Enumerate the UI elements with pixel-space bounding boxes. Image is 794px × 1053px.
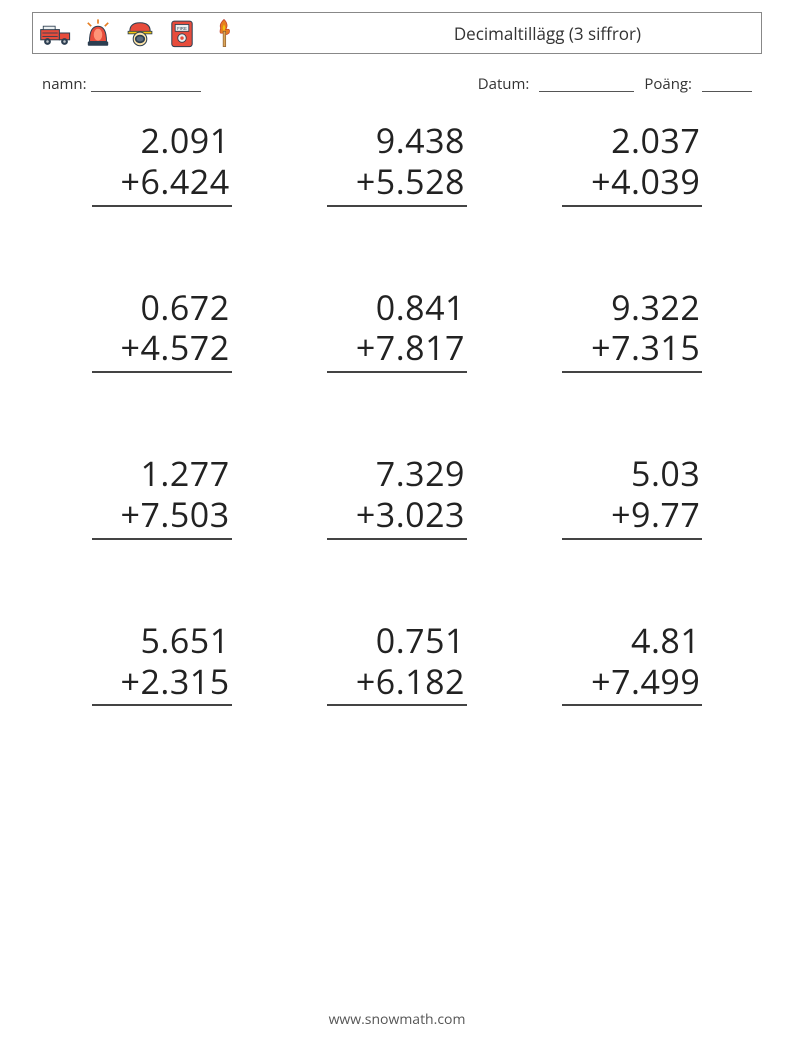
answer-blank[interactable] [327,540,467,562]
operand-bottom: +6.182 [327,661,467,707]
operand-top: 1.277 [92,453,232,494]
score-blank[interactable] [702,76,752,92]
addition-problem: 5.651+2.315 [92,620,232,729]
operand-bottom: +4.572 [92,327,232,373]
worksheet-title: Decimaltillägg (3 siffror) [454,22,641,45]
answer-blank[interactable] [92,373,232,395]
operand-bottom: +5.528 [327,161,467,207]
addition-problem: 7.329+3.023 [327,453,467,562]
answer-blank[interactable] [562,706,702,728]
addition-problem: 9.438+5.528 [327,120,467,229]
answer-blank[interactable] [92,706,232,728]
addition-problem: 0.751+6.182 [327,620,467,729]
siren-icon [81,16,115,50]
addition-problem: 2.091+6.424 [92,120,232,229]
addition-problem: 2.037+4.039 [562,120,702,229]
fire-alarm-icon: FIRE [165,16,199,50]
answer-blank[interactable] [327,207,467,229]
operand-top: 7.329 [327,453,467,494]
answer-blank[interactable] [327,373,467,395]
date-blank[interactable] [539,76,634,92]
answer-blank[interactable] [92,207,232,229]
name-blank[interactable] [91,76,201,92]
answer-blank[interactable] [562,373,702,395]
operand-top: 5.03 [562,453,702,494]
score-label: Poäng: [644,74,692,94]
addition-problem: 5.03+9.77 [562,453,702,562]
addition-problem: 9.322+7.315 [562,287,702,396]
operand-bottom: +3.023 [327,494,467,540]
operand-top: 9.322 [562,287,702,328]
answer-blank[interactable] [327,706,467,728]
header-icons: FIRE [39,16,241,50]
answer-blank[interactable] [92,540,232,562]
operand-top: 2.037 [562,120,702,161]
info-row: namn: Datum: Poäng: [42,74,752,94]
operand-bottom: +9.77 [562,494,702,540]
operand-bottom: +7.503 [92,494,232,540]
operand-top: 5.651 [92,620,232,661]
match-icon [207,16,241,50]
operand-bottom: +7.315 [562,327,702,373]
addition-problem: 1.277+7.503 [92,453,232,562]
operand-top: 0.672 [92,287,232,328]
answer-blank[interactable] [562,207,702,229]
operand-top: 9.438 [327,120,467,161]
operand-top: 2.091 [92,120,232,161]
operand-bottom: +2.315 [92,661,232,707]
firefighter-icon [123,16,157,50]
addition-problem: 0.672+4.572 [92,287,232,396]
name-label: namn: [42,74,87,94]
svg-text:FIRE: FIRE [177,26,187,31]
footer-url: www.snowmath.com [0,1010,794,1029]
operand-bottom: +7.817 [327,327,467,373]
answer-blank[interactable] [562,540,702,562]
operand-bottom: +6.424 [92,161,232,207]
fire-truck-icon [39,16,73,50]
date-label: Datum: [478,74,530,94]
operand-top: 4.81 [562,620,702,661]
operand-bottom: +7.499 [562,661,702,707]
addition-problem: 4.81+7.499 [562,620,702,729]
addition-problem: 0.841+7.817 [327,287,467,396]
operand-top: 0.841 [327,287,467,328]
header-bar: FIRE Decimaltillägg (3 siffror) [32,12,762,54]
operand-top: 0.751 [327,620,467,661]
operand-bottom: +4.039 [562,161,702,207]
problems-grid: 2.091+6.424 9.438+5.528 2.037+4.039 0.67… [32,120,762,728]
